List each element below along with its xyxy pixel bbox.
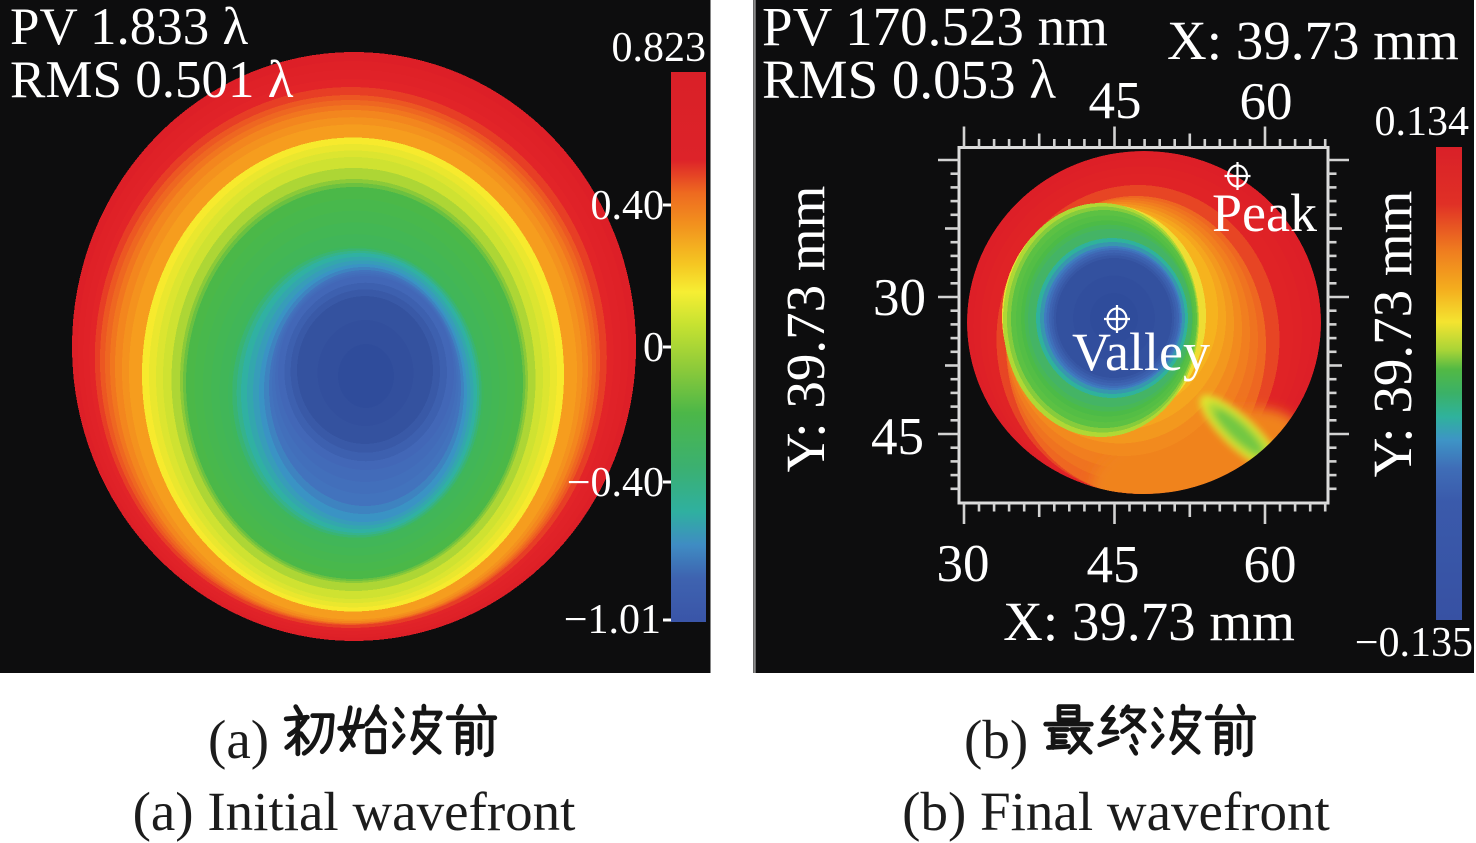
svg-text:X: 39.73 mm: X: 39.73 mm xyxy=(1003,591,1295,652)
svg-text:0.134: 0.134 xyxy=(1375,99,1470,145)
svg-text:RMS 0.053 λ: RMS 0.053 λ xyxy=(762,49,1056,110)
svg-text:30: 30 xyxy=(873,269,926,327)
svg-text:PV 1.833 λ: PV 1.833 λ xyxy=(10,0,249,56)
svg-text:(a) Initial wavefront: (a) Initial wavefront xyxy=(133,781,576,842)
svg-text:45: 45 xyxy=(1087,536,1140,594)
svg-text:(a): (a) xyxy=(208,709,269,770)
svg-text:(b): (b) xyxy=(964,709,1028,770)
svg-text:30: 30 xyxy=(937,535,990,593)
svg-text:(b) Final wavefront: (b) Final wavefront xyxy=(902,781,1330,842)
svg-text:Peak: Peak xyxy=(1212,183,1317,243)
svg-text:PV 170.523 nm: PV 170.523 nm xyxy=(762,0,1108,57)
svg-text:−0.135: −0.135 xyxy=(1355,620,1473,666)
svg-text:X: 39.73 mm: X: 39.73 mm xyxy=(1167,10,1459,71)
svg-text:Valley: Valley xyxy=(1072,322,1210,382)
svg-text:Y: 39.73 mm: Y: 39.73 mm xyxy=(775,186,836,473)
svg-text:−1.01: −1.01 xyxy=(564,597,661,643)
svg-text:0.40: 0.40 xyxy=(591,183,665,229)
svg-text:0.823: 0.823 xyxy=(612,25,707,71)
svg-text:Y: 39.73 mm: Y: 39.73 mm xyxy=(1362,191,1423,478)
svg-text:45: 45 xyxy=(1089,72,1142,130)
svg-text:RMS 0.501 λ: RMS 0.501 λ xyxy=(10,51,294,109)
svg-text:−0.40: −0.40 xyxy=(567,460,664,506)
svg-text:60: 60 xyxy=(1240,73,1293,131)
svg-text:60: 60 xyxy=(1244,536,1297,594)
svg-text:45: 45 xyxy=(871,408,924,466)
svg-text:0: 0 xyxy=(643,325,664,371)
